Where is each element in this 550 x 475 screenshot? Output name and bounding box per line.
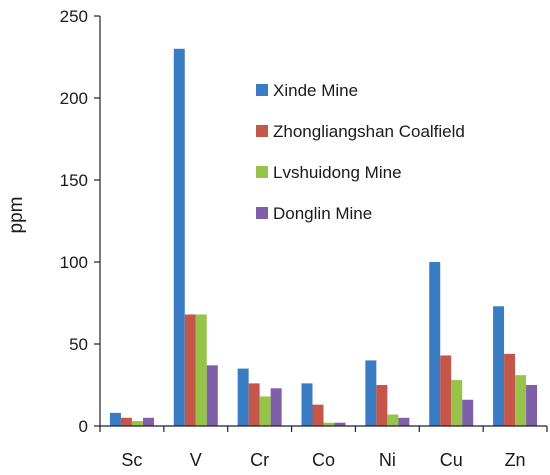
x-category-label: Ni [379, 450, 396, 470]
bar [142, 417, 154, 426]
bar [376, 385, 388, 426]
bar [440, 355, 452, 426]
bar [206, 365, 218, 426]
y-tick-label: 50 [69, 335, 88, 354]
legend-label: Lvshuidong Mine [273, 163, 402, 182]
x-category-label: Co [312, 450, 335, 470]
bar [195, 314, 207, 426]
x-category-label: V [190, 450, 202, 470]
bar [493, 306, 505, 426]
bar [515, 375, 527, 426]
legend-label: Zhongliangshan Coalfield [273, 122, 465, 141]
bar [270, 388, 282, 426]
bar [259, 396, 271, 426]
bar [387, 414, 399, 426]
y-axis-ticks: 0 50 100 150 200 250 [60, 7, 100, 436]
bar [312, 404, 324, 426]
legend-label: Donglin Mine [273, 204, 372, 223]
legend-swatch [256, 207, 268, 219]
y-tick-label: 250 [60, 7, 88, 26]
bar [504, 353, 516, 426]
x-category-label: Cr [250, 450, 269, 470]
bar [334, 422, 346, 426]
legend-swatch [256, 166, 268, 178]
x-axis-ticks: Sc V Cr Co Ni Cu Zn [99, 426, 548, 470]
y-axis-title: ppm [6, 197, 27, 234]
bar [237, 368, 249, 426]
x-category-label: Zn [505, 450, 526, 470]
bar [184, 314, 196, 426]
bar [248, 383, 260, 426]
bar [120, 417, 132, 426]
bar [462, 399, 474, 426]
bar [398, 417, 410, 426]
y-tick-label: 200 [60, 89, 88, 108]
bar [365, 360, 377, 426]
bar [323, 422, 335, 426]
legend-label: Xinde Mine [273, 81, 358, 100]
y-tick-label: 100 [60, 253, 88, 272]
bar [429, 262, 441, 426]
bar [109, 412, 121, 426]
bar [131, 421, 143, 426]
legend-swatch [256, 125, 268, 137]
y-tick-label: 0 [79, 417, 88, 436]
y-tick-label: 150 [60, 171, 88, 190]
bar [526, 385, 538, 426]
bar [301, 383, 313, 426]
x-category-label: Cu [440, 450, 463, 470]
legend: Xinde Mine Zhongliangshan Coalfield Lvshui… [256, 81, 465, 223]
bar [451, 380, 463, 426]
x-category-label: Sc [121, 450, 142, 470]
bar [173, 48, 185, 427]
bars-layer [109, 48, 538, 427]
legend-swatch [256, 84, 268, 96]
